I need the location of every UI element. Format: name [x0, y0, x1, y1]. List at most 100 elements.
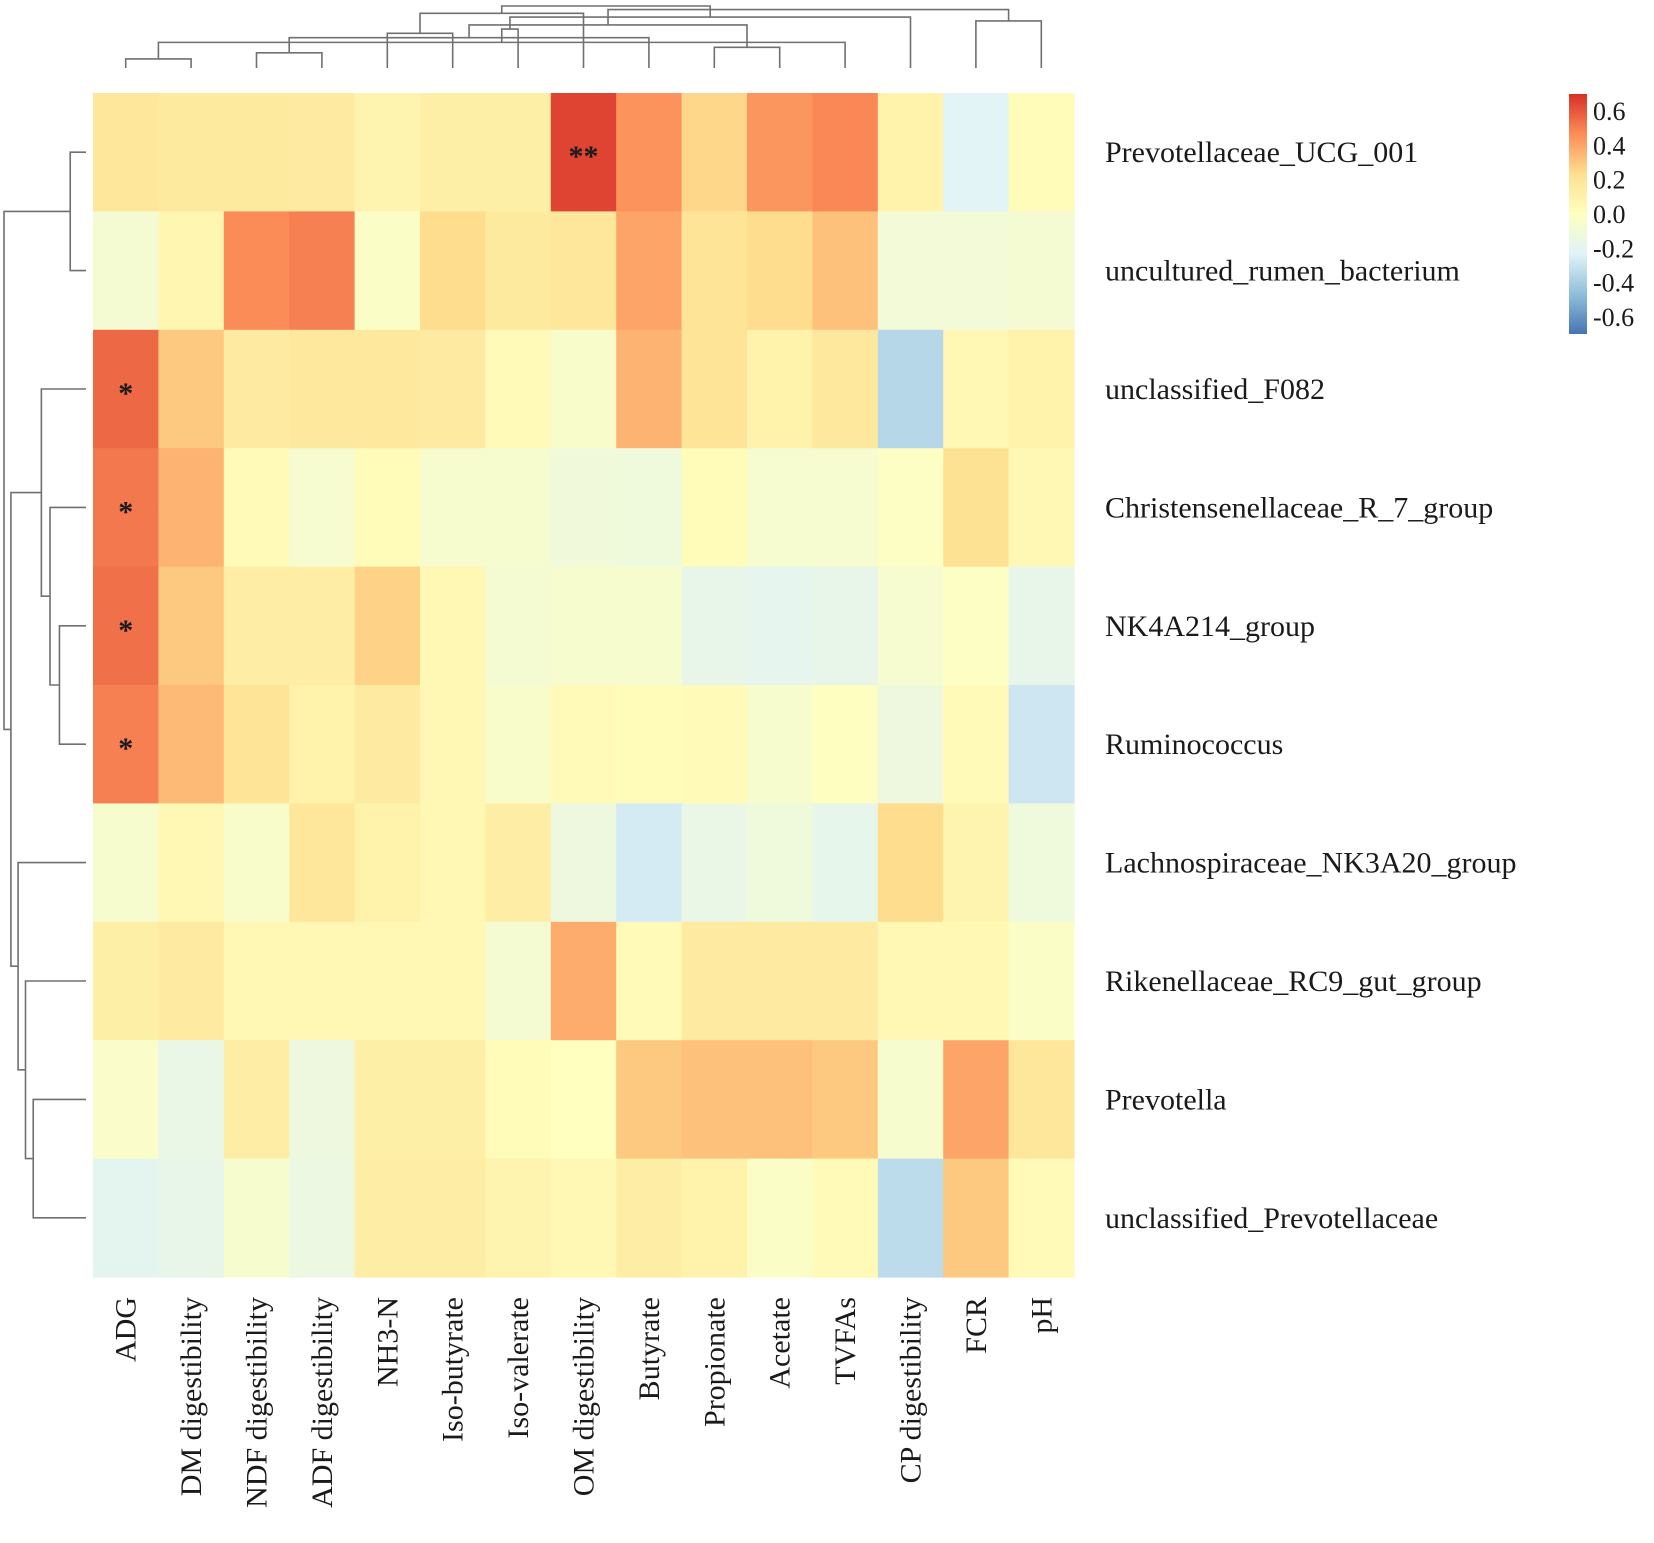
row-dendrogram-link — [32, 1098, 86, 1219]
legend-color-bar — [1569, 94, 1587, 334]
heatmap-cell — [158, 1158, 225, 1278]
column-dendrogram-link — [713, 46, 781, 68]
row-label: Prevotella — [1105, 1083, 1227, 1116]
column-dendrogram-link — [124, 58, 192, 68]
legend-tick-label: -0.2 — [1593, 234, 1634, 263]
heatmap-cell — [616, 211, 683, 331]
heatmap-cell — [681, 685, 748, 804]
heatmap-cell — [616, 1158, 683, 1278]
heatmap-cell — [93, 921, 159, 1041]
column-label: OM digestibility — [568, 1297, 601, 1496]
heatmap-cell — [1008, 1040, 1075, 1160]
heatmap-cell — [485, 803, 552, 923]
heatmap-cell — [420, 803, 486, 923]
heatmap-cell — [223, 1040, 290, 1160]
heatmap-cell — [354, 211, 421, 331]
heatmap-cell — [943, 329, 1010, 449]
heatmap-cell — [158, 921, 225, 1041]
heatmap-cell — [747, 803, 813, 923]
row-label: Prevotellaceae_UCG_001 — [1105, 136, 1418, 169]
heatmap-cell — [616, 921, 683, 1041]
heatmap-cell — [1008, 329, 1075, 449]
heatmap-cell — [158, 685, 225, 804]
heatmap-cell — [877, 685, 944, 804]
heatmap-cell — [812, 93, 879, 212]
heatmap-cell — [158, 1040, 225, 1160]
column-dendrogram-link — [255, 51, 323, 68]
heatmap-cell — [223, 448, 290, 568]
column-label: Acetate — [764, 1297, 797, 1389]
row-dendrogram-link — [24, 980, 86, 1160]
heatmap-cell — [354, 566, 421, 686]
row-dendrogram-link — [69, 151, 86, 272]
heatmap-cell — [289, 803, 356, 923]
heatmap-cell — [420, 1040, 486, 1160]
heatmap-cell — [747, 685, 813, 804]
heatmap-cell — [812, 921, 879, 1041]
heatmap-cell — [877, 803, 944, 923]
heatmap-cell — [747, 211, 813, 331]
heatmap-cell — [485, 93, 552, 212]
heatmap-cell — [877, 566, 944, 686]
heatmap-cell — [681, 566, 748, 686]
heatmap-cell — [681, 211, 748, 331]
heatmap-cell — [420, 211, 486, 331]
column-dendrogram-link — [500, 5, 712, 18]
column-label: FCR — [960, 1297, 993, 1354]
heatmap-cell — [485, 921, 552, 1041]
column-label: pH — [1025, 1297, 1058, 1334]
heatmap-cell — [943, 211, 1010, 331]
heatmap-cell — [1008, 685, 1075, 804]
significance-marker: * — [118, 495, 133, 528]
heatmap-cell — [877, 93, 944, 212]
heatmap-cell — [485, 566, 552, 686]
heatmap-cell — [747, 448, 813, 568]
column-label: Propionate — [698, 1297, 731, 1427]
heatmap-cell — [485, 1158, 552, 1278]
column-dendrogram-link — [975, 20, 1043, 68]
heatmap-cell — [485, 685, 552, 804]
row-label: NK4A214_group — [1105, 610, 1315, 643]
column-dendrogram-link — [607, 8, 1010, 25]
heatmap-cell — [289, 566, 356, 686]
heatmap-cell — [877, 1040, 944, 1160]
heatmap-cell — [550, 329, 617, 449]
column-label: Iso-butyrate — [437, 1297, 470, 1442]
heatmap-cell — [289, 329, 356, 449]
significance-marker: * — [118, 732, 133, 765]
column-dendrogram-link — [157, 41, 846, 68]
heatmap-cell — [747, 921, 813, 1041]
heatmap-cell — [616, 329, 683, 449]
heatmap-cell — [812, 1040, 879, 1160]
heatmap-cell — [93, 448, 159, 568]
heatmap-cell — [681, 93, 748, 212]
heatmap-cell — [223, 93, 290, 212]
heatmap-cell — [877, 1158, 944, 1278]
heatmap-cell — [158, 93, 225, 212]
heatmap-cell — [420, 1158, 486, 1278]
heatmap-cell — [747, 93, 813, 212]
column-dendrogram-link — [288, 36, 650, 68]
heatmap-cell — [616, 1040, 683, 1160]
significance-annotations: ****** — [118, 140, 598, 765]
heatmap-cell — [681, 329, 748, 449]
heatmap-cell — [681, 448, 748, 568]
row-dendrogram-link — [49, 506, 86, 686]
heatmap-cell — [223, 921, 290, 1041]
heatmap-cell — [877, 211, 944, 331]
legend-tick-label: 0.4 — [1593, 131, 1626, 160]
heatmap-cell — [420, 93, 486, 212]
heatmap-cell — [485, 211, 552, 331]
heatmap-cell — [93, 93, 159, 212]
heatmap-cell — [223, 211, 290, 331]
row-dendrogram-link — [10, 491, 42, 967]
heatmap-cell — [485, 1040, 552, 1160]
heatmap-cell — [943, 1040, 1010, 1160]
heatmap-cell — [354, 1040, 421, 1160]
row-dendrogram-link — [40, 388, 86, 597]
heatmap-cell — [93, 1040, 159, 1160]
heatmap-cell — [681, 1158, 748, 1278]
heatmap-cell — [550, 685, 617, 804]
heatmap-cell — [223, 329, 290, 449]
